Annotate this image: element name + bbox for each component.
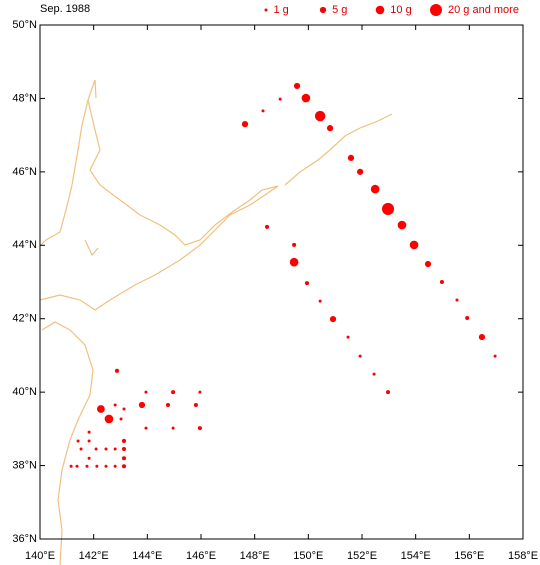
catch-point: [318, 299, 322, 303]
x-tick-label: 144°E: [132, 550, 162, 562]
catch-point: [79, 447, 83, 451]
catch-point: [424, 260, 432, 268]
catch-point: [104, 464, 108, 468]
catch-point: [385, 390, 391, 395]
catch-point: [97, 405, 105, 413]
catch-point: [121, 438, 127, 444]
legend-marker: [264, 8, 268, 12]
catch-point: [304, 281, 310, 286]
legend-marker: [319, 6, 327, 14]
catch-point: [121, 447, 127, 452]
catch-point: [409, 240, 419, 250]
x-tick-label: 140°E: [25, 550, 55, 562]
catch-point: [95, 464, 99, 468]
catch-point: [121, 456, 127, 461]
catch-point: [171, 426, 175, 430]
coastline: [39, 79, 393, 565]
y-tick-label: 50°N: [12, 19, 37, 31]
legend-label: 5 g: [332, 4, 347, 16]
catch-point: [278, 97, 282, 101]
catch-point: [370, 184, 380, 194]
catch-point: [478, 333, 486, 341]
catch-point: [193, 402, 198, 408]
catch-point: [144, 426, 148, 430]
catch-point: [69, 464, 73, 468]
y-tick-label: 38°N: [12, 459, 37, 471]
x-tick-label: 146°E: [186, 550, 216, 562]
catch-point: [87, 430, 91, 434]
x-tick-label: 158°E: [508, 550, 538, 562]
catch-point: [346, 335, 350, 339]
catch-point: [144, 390, 148, 394]
catch-point: [347, 154, 355, 162]
catch-point: [119, 417, 123, 421]
legend-marker: [429, 3, 443, 17]
catch-point: [241, 121, 249, 128]
legend-label: 20 g and more: [448, 4, 519, 16]
catch-point: [292, 242, 297, 247]
catch-point: [94, 447, 98, 451]
catch-point: [264, 224, 270, 229]
catch-point: [113, 403, 117, 407]
catch-point: [104, 447, 108, 451]
catch-point: [397, 220, 407, 230]
catch-point: [326, 125, 334, 132]
y-tick-label: 40°N: [12, 386, 37, 398]
x-tick-label: 156°E: [454, 550, 484, 562]
legend-marker: [375, 5, 385, 15]
catch-point: [329, 315, 337, 323]
y-tick-label: 48°N: [12, 92, 37, 104]
x-tick-label: 154°E: [401, 550, 431, 562]
catch-point: [301, 93, 311, 103]
catch-point: [289, 257, 299, 267]
catch-point: [439, 279, 445, 285]
catch-point: [493, 354, 497, 358]
catch-point: [113, 447, 117, 451]
x-tick-label: 148°E: [240, 550, 270, 562]
catch-point: [138, 401, 146, 409]
legend-label: 10 g: [390, 4, 411, 16]
catch-point: [358, 354, 362, 358]
catch-point: [114, 368, 120, 373]
catch-point: [75, 464, 79, 468]
y-tick-label: 36°N: [12, 533, 37, 545]
x-tick-label: 142°E: [79, 550, 109, 562]
catch-point: [165, 402, 171, 408]
map-title: Sep. 1988: [40, 3, 90, 15]
catch-point: [465, 315, 470, 321]
catch-point: [261, 109, 265, 113]
catch-point: [76, 439, 80, 443]
catch-point: [85, 464, 89, 468]
y-tick-label: 46°N: [12, 166, 37, 178]
catch-point: [122, 407, 126, 411]
legend-label: 1 g: [274, 4, 289, 16]
catch-point: [104, 414, 114, 424]
catch-point: [357, 168, 364, 175]
catch-point: [455, 298, 459, 302]
catch-point: [198, 390, 202, 394]
catch-point: [372, 372, 376, 376]
x-tick-label: 152°E: [347, 550, 377, 562]
catch-point: [197, 426, 202, 431]
catch-point: [293, 82, 301, 90]
catch-point: [87, 439, 91, 443]
catch-point: [113, 464, 117, 468]
y-tick-label: 42°N: [12, 313, 37, 325]
y-tick-label: 44°N: [12, 239, 37, 251]
catch-point: [314, 110, 326, 122]
catch-point: [382, 202, 395, 215]
x-tick-label: 150°E: [293, 550, 323, 562]
catch-point: [171, 390, 176, 395]
catch-point: [121, 464, 127, 469]
catch-point: [87, 456, 91, 460]
map-frame: [39, 24, 524, 540]
